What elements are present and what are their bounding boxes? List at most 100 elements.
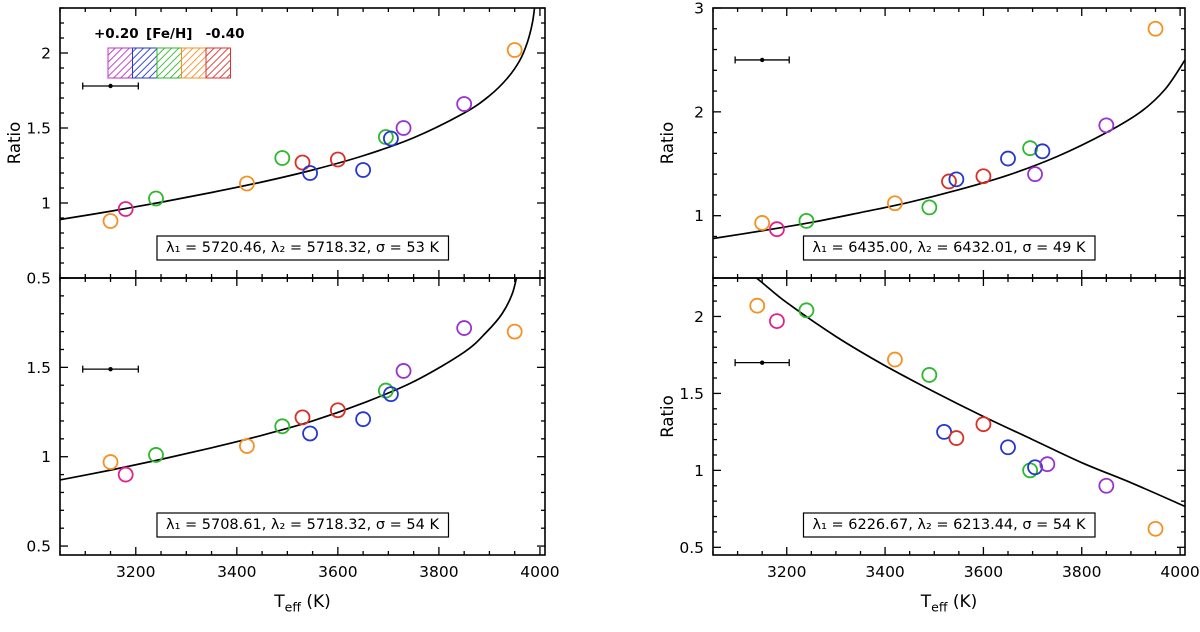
data-point-purple [395,120,412,136]
teff-error-bar [82,82,139,90]
data-point-green [148,190,164,207]
data-point-blue [948,171,965,188]
y-tick-label: 2 [694,103,704,121]
panel-bottom-right: 0.5 1 1.5 2 Ratio 3200 3400 3600 3800 4000 Teff (K… [658,277,1200,615]
data-point-blue [302,165,318,181]
data-point-magenta [769,221,785,238]
legend-swatch [107,47,133,79]
legend-label-center: [Fe/H] [146,26,192,42]
data-point-orange [887,195,903,212]
x-axis-label: Teff (K) [920,592,978,615]
y-tick-label: 1 [41,195,51,213]
data-point-purple [456,320,473,336]
data-point-orange [749,297,766,314]
fit-curve [60,8,536,221]
data-point-purple [1039,456,1056,473]
data-point-blue [355,162,372,178]
data-point-blue [1034,143,1051,160]
annotation-box [156,512,450,538]
legend-label-left: +0.20 [94,26,139,42]
y-tick-label: 1.5 [26,359,51,377]
metallicity-legend: +0.20 [Fe/H] -0.40 [94,26,245,79]
data-point-blue [936,423,952,440]
data-point-orange [506,42,523,58]
data-point-green [798,212,815,229]
data-point-green [274,418,291,435]
data-point-purple [1027,166,1043,183]
annotation-box [156,235,450,261]
x-tick-label: 3200 [767,563,806,581]
legend-swatch [181,47,207,79]
y-tick-label: 3 [694,0,704,18]
data-point-red [948,430,965,446]
data-point-red [941,173,957,190]
teff-error-bar [82,365,139,373]
data-points [102,320,523,483]
x-tick-label: 3200 [116,563,155,581]
wavelength-annotation: λ₁ = 6226.67, λ₂ = 6213.44, σ = 54 K [812,517,1085,533]
teff-error-bar [734,359,790,367]
data-point-purple [395,363,412,379]
data-point-purple [1098,117,1115,134]
annotation-box [802,512,1096,538]
data-point-green [377,382,394,399]
data-point-orange [506,323,523,340]
y-tick-label: 0.5 [26,538,51,556]
y-tick-label: 1.5 [26,120,51,138]
data-point-orange [1147,20,1164,37]
data-point-magenta [117,201,134,217]
data-point-blue [302,425,318,442]
data-points [754,20,1164,238]
panel-border [712,277,1186,556]
data-point-orange [239,438,255,454]
panel-top-left: +0.20 [Fe/H] -0.40 0.5 1 1.5 2 Ratio λ₁ = 5720.4… [5,7,546,288]
y-tick-label: 0.5 [679,539,704,557]
data-point-red [329,151,346,168]
y-tick-label: 1 [694,462,704,480]
data-point-green [274,150,291,166]
y-axis-label: Ratio [658,122,677,164]
data-point-orange [1147,520,1164,537]
data-point-red [975,416,992,433]
y-tick-label: 0.5 [26,270,51,288]
data-point-orange [754,215,771,231]
data-point-blue [1000,439,1016,456]
data-points [749,297,1164,537]
data-point-orange [102,213,119,229]
data-point-blue [383,386,399,403]
y-axis-label: Ratio [5,122,24,164]
x-tick-label: 3400 [217,563,256,581]
panel-top-right: 1 2 3 Ratio λ₁ = 6435.00, λ₂ = 6432.01, σ = … [658,0,1186,279]
x-tick-label: 4000 [520,563,559,581]
x-tick-label: 3400 [865,563,904,581]
data-point-blue [383,130,399,147]
legend-swatch [132,47,158,79]
data-point-magenta [117,466,134,483]
x-tick-label: 3600 [964,563,1003,581]
data-point-magenta [769,313,785,329]
data-point-green [921,367,938,383]
data-point-red [329,402,346,419]
data-point-green [921,199,938,216]
y-tick-label: 2 [694,308,704,326]
legend-label-right: -0.40 [206,26,245,42]
y-tick-label: 2 [41,45,51,63]
data-point-red [294,409,311,426]
x-axis-label: Teff (K) [273,592,331,615]
legend-swatch [156,47,182,79]
panel-bottom-left: 0.5 1 1.5 3200 3400 3600 3800 4000 Teff (K) λ₁ = … [26,277,560,615]
fit-curve [755,278,1185,508]
wavelength-annotation: λ₁ = 5708.61, λ₂ = 5718.32, σ = 54 K [166,517,439,533]
x-tick-label: 3800 [1062,563,1101,581]
legend-swatch [205,47,231,79]
annotation-box [802,235,1096,261]
wavelength-annotation: λ₁ = 6435.00, λ₂ = 6432.01, σ = 49 K [812,240,1085,256]
data-point-red [975,168,992,185]
y-tick-label: 1 [694,207,704,225]
data-point-green [798,302,815,319]
data-points [102,42,523,229]
data-point-orange [102,454,119,470]
x-tick-label: 4000 [1160,563,1199,581]
x-tick-label: 3600 [318,563,357,581]
